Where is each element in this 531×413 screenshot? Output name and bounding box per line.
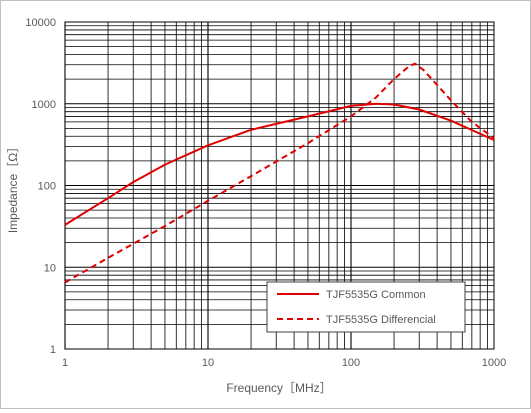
x-axis-label: Frequency［MHz］ xyxy=(226,381,331,395)
x-tick-label: 1 xyxy=(62,357,68,369)
y-tick-label: 10 xyxy=(44,262,56,274)
legend: TJF5535G Common TJF5535G Differencial xyxy=(266,281,466,333)
y-tick-label: 1000 xyxy=(32,99,56,111)
x-tick-label: 100 xyxy=(342,357,360,369)
x-tick-label: 10 xyxy=(202,357,214,369)
legend-label-common: TJF5535G Common xyxy=(326,289,426,301)
y-tick-label: 1 xyxy=(50,344,56,356)
legend-box xyxy=(266,281,466,333)
series-group xyxy=(64,62,495,284)
y-tick-label: 10000 xyxy=(25,17,56,29)
y-tick-label: 100 xyxy=(38,181,56,193)
legend-label-differencial: TJF5535G Differencial xyxy=(326,314,436,326)
series-line-differencial xyxy=(64,62,495,284)
y-axis-label: Impedance［Ω］ xyxy=(6,141,20,233)
tick-labels: 1 10 100 1000 1 10 100 1000 10000 xyxy=(25,17,506,369)
series-line-common xyxy=(64,102,495,226)
x-tick-label: 1000 xyxy=(482,357,506,369)
